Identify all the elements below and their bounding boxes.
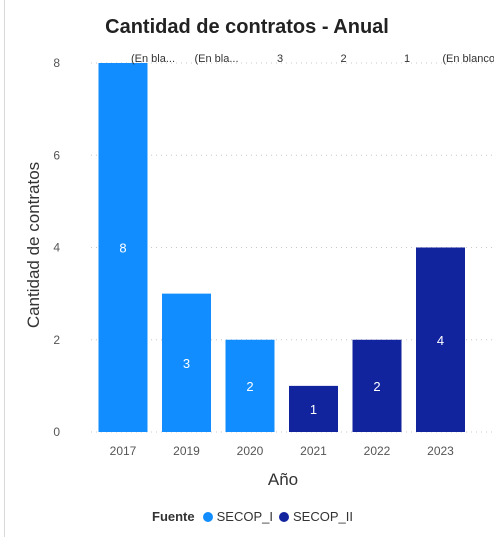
bar-2020: [225, 339, 275, 432]
x-tick-label: 2023: [427, 444, 454, 458]
y-tick-label: 6: [53, 148, 60, 162]
bar-data-label: 3: [183, 356, 190, 371]
frame-border: [4, 0, 5, 537]
bar-2019: [162, 293, 211, 432]
legend-dot-icon: [278, 511, 289, 522]
top-label: (En blanco): [442, 53, 494, 65]
legend-item-secop-i[interactable]: SECOP_I: [202, 509, 273, 524]
top-label: 1: [404, 53, 410, 65]
legend-dot-icon: [202, 511, 213, 522]
bar-data-label: 8: [119, 241, 126, 256]
bar-data-label: 4: [437, 333, 444, 348]
bar-2021: [289, 385, 338, 432]
legend: Fuente SECOP_I SECOP_II: [152, 509, 359, 524]
legend-title: Fuente: [152, 509, 195, 524]
bar-2017: [98, 63, 148, 432]
bar-data-label: 2: [246, 379, 253, 394]
y-axis-title: Cantidad de contratos: [24, 161, 43, 329]
bar-2022: [352, 339, 402, 432]
y-tick-label: 0: [53, 425, 60, 439]
top-label: 3: [277, 53, 283, 65]
x-tick-label: 2019: [173, 444, 200, 458]
chart-title: Cantidad de contratos - Anual: [105, 16, 389, 38]
legend-item-secop-ii[interactable]: SECOP_II: [278, 509, 353, 524]
bar-data-label: 1: [310, 402, 317, 417]
legend-label: SECOP_II: [292, 509, 353, 524]
bar-2023: [416, 247, 465, 432]
legend-label: SECOP_I: [216, 509, 273, 524]
bar-data-label: 2: [373, 379, 380, 394]
x-tick-label: 2021: [300, 444, 327, 458]
x-tick-label: 2020: [237, 444, 264, 458]
top-label: (En bla...: [194, 53, 238, 65]
x-tick-label: 2017: [110, 444, 137, 458]
x-tick-label: 2022: [364, 444, 391, 458]
y-tick-label: 2: [53, 333, 60, 347]
x-axis-title: Año: [267, 470, 299, 489]
top-label: (En bla...: [131, 53, 175, 65]
y-tick-label: 8: [53, 56, 60, 70]
top-label: 2: [340, 53, 346, 65]
y-tick-label: 4: [53, 241, 60, 255]
